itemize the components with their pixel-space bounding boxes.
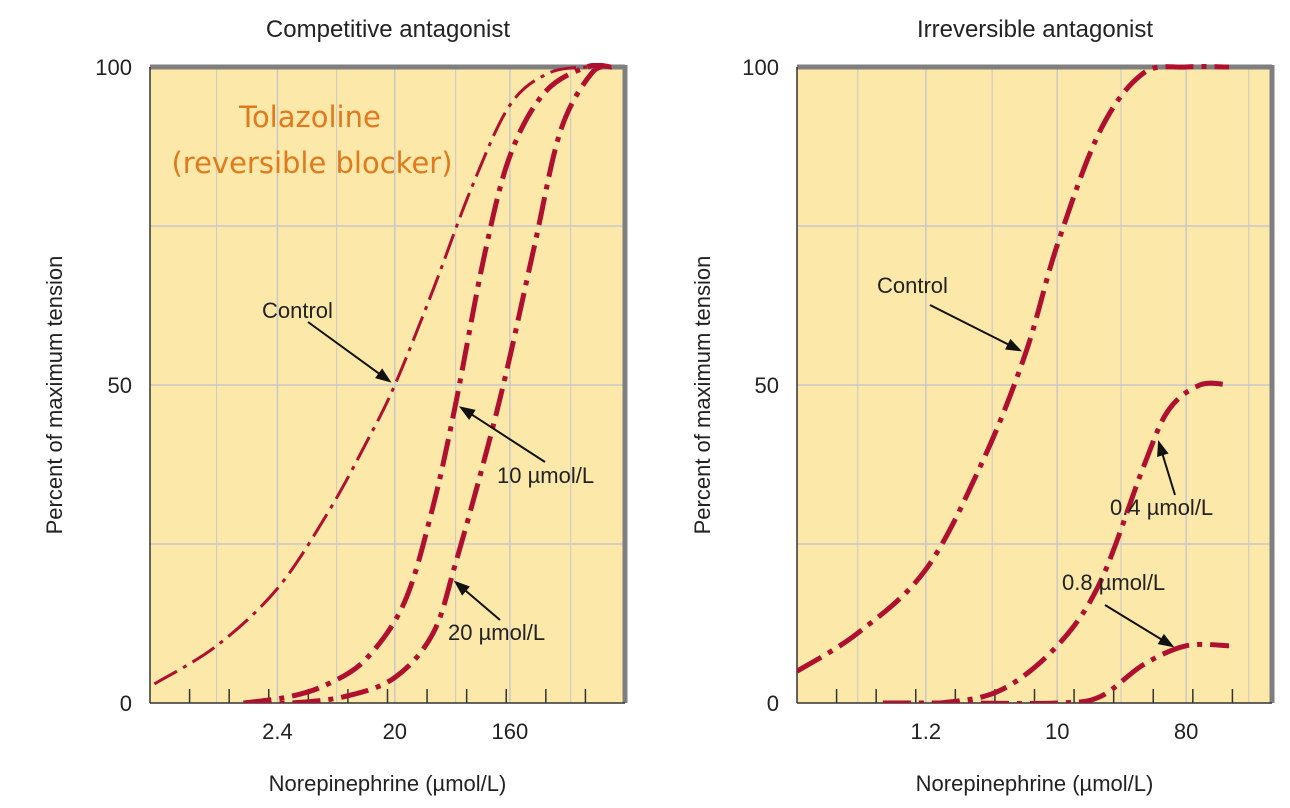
annotation-arrow-2 — [460, 586, 501, 621]
overlay-note-line2: (reversible blocker) — [171, 146, 452, 180]
x-tick-label: 10 — [1045, 719, 1069, 744]
y-axis-label: Percent of maximum tension — [690, 256, 715, 535]
chart-title: Irreversible antagonist — [917, 16, 1153, 43]
series-line-1 — [243, 63, 612, 703]
x-tick-label: 20 — [383, 719, 407, 744]
annotation-label-0: Control — [877, 273, 948, 298]
series-line-2 — [882, 641, 1230, 703]
annotation-arrow-2 — [1104, 604, 1167, 643]
x-tick-label: 160 — [492, 719, 529, 744]
annotation-label-2: 0.8 µmol/L — [1062, 570, 1165, 595]
annotation-arrow-1 — [466, 410, 546, 463]
annotation-arrowhead-0 — [375, 368, 392, 383]
annotation-arrowhead-1 — [1157, 440, 1169, 458]
annotation-label-1: 10 µmol/L — [497, 463, 594, 488]
annotation-label-0: Control — [262, 298, 333, 323]
annotation-arrowhead-2 — [453, 580, 470, 596]
annotation-arrowhead-2 — [1157, 633, 1175, 648]
annotation-arrow-0 — [929, 304, 1014, 348]
irreversible-antagonist-chart: 0 50 100 1.2 10 80 Irreversible antagonist Nore… — [690, 16, 1275, 796]
annotation-label-1: 0.4 µmol/L — [1110, 495, 1213, 520]
x-axis-label: Norepinephrine (µmol/L) — [916, 771, 1154, 796]
series-line-2 — [243, 64, 613, 703]
x-tick-label: 80 — [1174, 719, 1198, 744]
series-line-0 — [797, 64, 1230, 674]
annotation-arrow-0 — [307, 321, 385, 378]
y-tick-label: 50 — [755, 373, 779, 398]
y-tick-label: 50 — [108, 373, 132, 398]
y-tick-label: 0 — [767, 691, 779, 716]
overlay-note: Tolazoline (reversible blocker) — [171, 100, 452, 180]
annotation-arrowhead-1 — [458, 406, 476, 420]
y-tick-label: 100 — [742, 55, 779, 80]
series-line-1 — [882, 380, 1230, 703]
competitive-antagonist-chart: 0 50 100 2.4 20 160 Competitive antagonist Nore… — [42, 16, 628, 796]
annotation-label-2: 20 µmol/L — [448, 620, 545, 645]
annotation-arrowhead-0 — [1005, 338, 1023, 352]
chart-title: Competitive antagonist — [266, 16, 510, 43]
y-tick-label: 0 — [120, 691, 132, 716]
y-axis-label: Percent of maximum tension — [42, 256, 67, 535]
annotation-arrow-1 — [1160, 449, 1176, 496]
overlay-note-line1: Tolazoline — [238, 100, 381, 134]
x-axis-label: Norepinephrine (µmol/L) — [269, 771, 507, 796]
y-tick-label: 100 — [95, 55, 132, 80]
x-tick-label: 2.4 — [262, 719, 293, 744]
x-tick-label: 1.2 — [911, 719, 942, 744]
series-line-0 — [153, 65, 612, 686]
